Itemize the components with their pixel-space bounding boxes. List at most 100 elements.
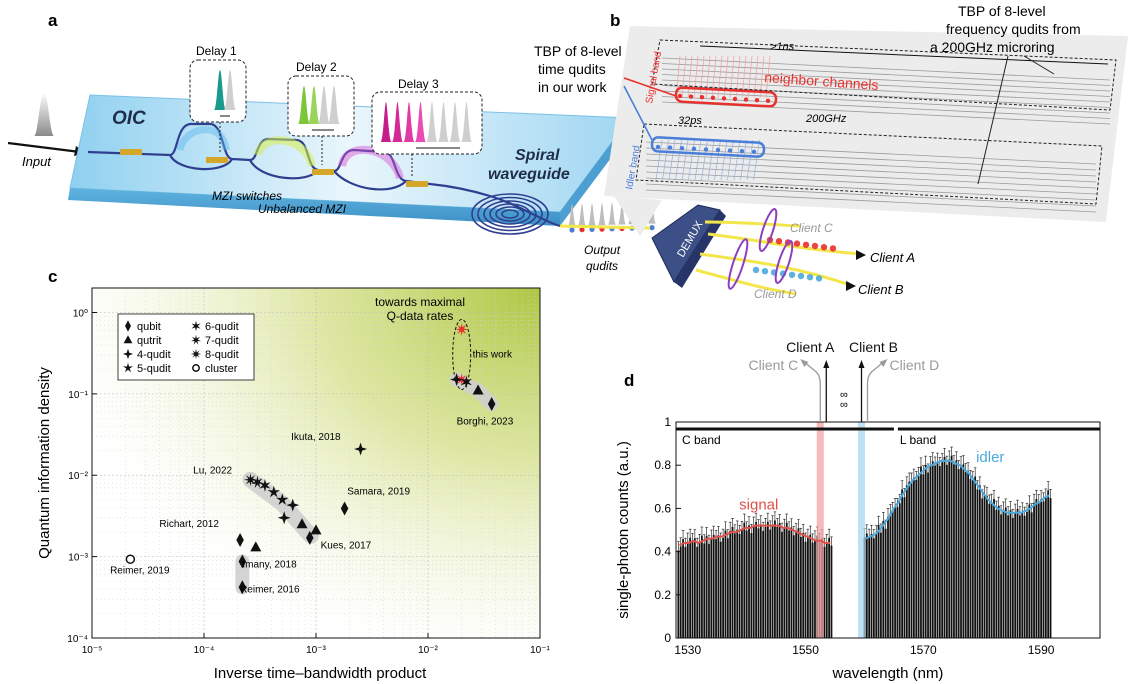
bar-idler-25-0 [981,498,984,638]
delay-1-box: Delay 1 [189,44,247,123]
bar-signal-1-1 [684,546,687,638]
bar-idler-6-1 [894,507,896,638]
bar-signal-16-0 [752,525,755,638]
spiral-label-2: waveguide [488,166,570,183]
client-c-label: Client C [790,221,833,235]
data-point-18 [236,533,244,548]
bar-idler-39-0 [1047,490,1050,638]
bar-idler-26-0 [986,495,988,638]
data-point-11 [276,493,289,505]
bar-idler-4-0 [882,520,885,638]
bar-signal-2-0 [686,541,689,638]
output-label-2: qudits [586,259,618,273]
panel-d-ylabel: single-photon counts (a.u.) [615,441,632,619]
y-tick-0: 10⁰ [73,308,88,319]
bar-signal-3-0 [691,542,694,638]
panel-b-label: b [610,11,620,30]
data-point-2 [450,373,464,387]
bar-signal-25-0 [795,532,798,638]
bar-signal-0-1 [679,546,682,638]
mzi-switch-1-icon [120,149,142,155]
panel-d-label: d [624,371,634,390]
bar-signal-9-1 [722,537,725,638]
client-a-label: Client A [870,250,915,265]
bar-signal-31-1 [825,542,828,638]
bar-idler-34-1 [1026,511,1028,638]
tbp-time-label-1: TBP of 8-level [534,43,622,59]
tbp-freq-label-3: a 200GHz microring [930,39,1055,55]
bar-signal-15-1 [750,533,753,638]
ghz-label: 200GHz [805,113,847,125]
data-point-16 [306,530,314,545]
bar-idler-29-0 [1000,514,1002,638]
bar-idler-37-1 [1040,499,1043,638]
y-tick-1: 10⁻¹ [68,390,88,401]
bar-signal-24-1 [792,535,795,638]
bar-signal-5-1 [703,543,706,638]
bar-signal-26-0 [799,536,802,638]
panel-c-points [125,322,496,595]
infinity-icon-2: ∞ [840,389,848,401]
panel-d-curves: signal idler [679,449,1050,547]
panel-c-legend: qubit qutrit 4-qudit 5-qudit 6-qudit 7-qudit 8… [117,313,255,381]
annotation-0: this work [473,349,513,360]
bar-signal-27-0 [804,541,807,638]
svg-text:Delay 2: Delay 2 [296,60,337,74]
bar-idler-14-1 [931,461,934,638]
bar-idler-16-0 [938,466,941,638]
client-a-label: Client A [786,339,835,355]
bar-idler-22-0 [967,471,969,638]
client-b-label: Client B [858,282,904,297]
panel-d-clients: ∞∞ Client A Client B Client C Client D [748,339,939,422]
bar-signal-7-1 [712,534,715,638]
client-d-label: Client D [754,287,797,301]
bar-idler-12-1 [922,474,925,638]
bar-idler-11-0 [915,479,918,638]
bar-signal-17-1 [759,524,762,638]
bar-idler-21-0 [962,464,965,638]
bar-signal-21-1 [778,523,781,638]
panel-d-xlabel: wavelength (nm) [832,665,944,682]
legend-circle: cluster [205,363,238,375]
bar-signal-0-0 [677,550,680,638]
d-y-tick-5: 1 [664,415,671,429]
input-arrow [7,141,81,154]
data-point-17 [340,501,349,516]
panel-c-grid [91,287,541,639]
bar-signal-29-0 [814,539,816,638]
bar-signal-9-0 [719,541,722,638]
bar-signal-6-1 [708,543,710,638]
bar-idler-37-0 [1037,503,1040,638]
bar-idler-35-0 [1028,504,1031,638]
bar-idler-18-1 [950,455,953,638]
delay-3-box: Delay 3 [371,77,483,155]
bar-idler-20-0 [957,469,960,638]
band-bar: C band L band [676,427,1100,447]
mzi-switch-3-icon [312,169,334,175]
x-tick-3: 10⁻² [418,645,438,656]
data-point-4 [472,384,484,395]
legend-triangle: qutrit [137,335,161,347]
curve-idler [865,459,1050,540]
bar-idler-1-0 [868,537,871,638]
data-point-21 [238,580,247,595]
data-point-19 [250,541,262,552]
bar-idler-24-1 [978,485,981,638]
bar-signal-1-0 [682,539,684,638]
d-x-tick-1: 1550 [792,643,819,657]
bar-signal-23-0 [785,522,788,638]
tbp-time-label-3: in our work [538,79,607,95]
bar-idler-28-0 [995,509,998,638]
bar-idler-30-0 [1004,507,1007,638]
legend-star4: 4-qudit [137,349,171,361]
x-tick-1: 10⁻⁴ [194,645,215,656]
annotation-2: Ikuta, 2018 [291,432,341,443]
output-label-1: Output [584,243,621,257]
bar-signal-23-1 [788,530,790,638]
bar-idler-14-0 [929,465,932,638]
d-x-tick-0: 1530 [674,643,701,657]
annotation-1: Borghi, 2023 [457,417,514,428]
data-point-20 [238,554,247,569]
band-l-label: L band [900,433,936,447]
